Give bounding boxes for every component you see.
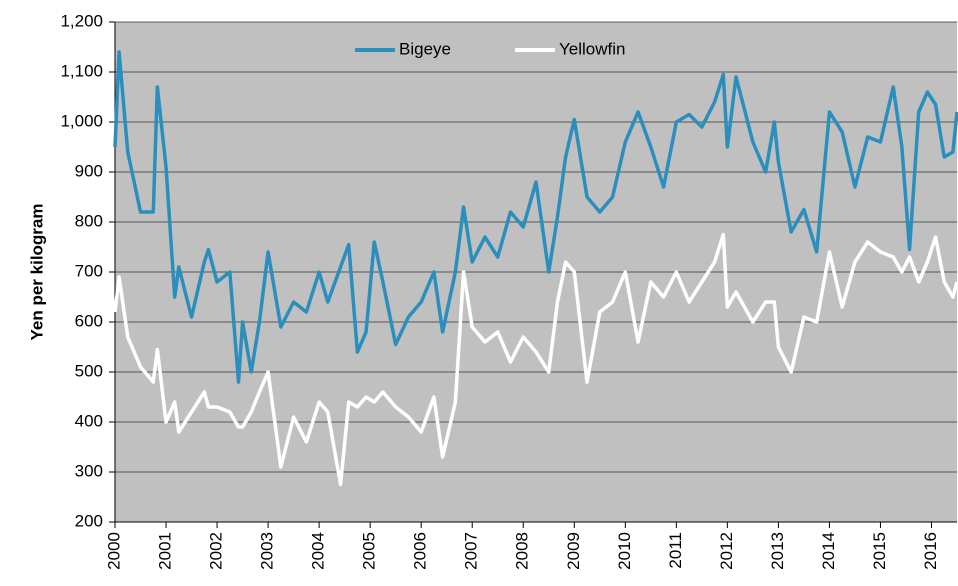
x-tick-label: 2010 bbox=[615, 532, 634, 570]
y-tick-label: 600 bbox=[75, 311, 103, 330]
y-axis-title: Yen per kilogram bbox=[27, 204, 46, 341]
x-tick-label: 2016 bbox=[921, 532, 940, 570]
x-tick-label: 2008 bbox=[513, 532, 532, 570]
x-tick-label: 2006 bbox=[411, 532, 430, 570]
x-tick-label: 2014 bbox=[819, 532, 838, 570]
y-tick-label: 300 bbox=[75, 461, 103, 480]
x-tick-label: 2004 bbox=[309, 532, 328, 570]
y-tick-label: 1,200 bbox=[60, 11, 103, 30]
x-tick-label: 2005 bbox=[360, 532, 379, 570]
x-tick-label: 2003 bbox=[258, 532, 277, 570]
x-tick-label: 2000 bbox=[104, 532, 123, 570]
x-tick-label: 2013 bbox=[768, 532, 787, 570]
x-tick-label: 2002 bbox=[207, 532, 226, 570]
y-tick-label: 700 bbox=[75, 261, 103, 280]
y-tick-label: 400 bbox=[75, 411, 103, 430]
x-tick-label: 2007 bbox=[462, 532, 481, 570]
legend-label: Bigeye bbox=[399, 39, 451, 58]
series-line bbox=[113, 232, 958, 487]
y-tick-label: 200 bbox=[75, 511, 103, 530]
legend-label: Yellowfin bbox=[559, 39, 625, 58]
series-line bbox=[113, 50, 958, 384]
y-tick-label: 1,100 bbox=[60, 61, 103, 80]
x-tick-label: 2015 bbox=[870, 532, 889, 570]
y-tick-label: 1,000 bbox=[60, 111, 103, 130]
y-tick-label: 800 bbox=[75, 211, 103, 230]
x-tick-label: 2009 bbox=[564, 532, 583, 570]
x-tick-label: 2012 bbox=[717, 532, 736, 570]
y-tick-label: 900 bbox=[75, 161, 103, 180]
x-tick-label: 2011 bbox=[666, 532, 685, 569]
y-tick-label: 500 bbox=[75, 361, 103, 380]
x-tick-label: 2001 bbox=[156, 532, 175, 570]
